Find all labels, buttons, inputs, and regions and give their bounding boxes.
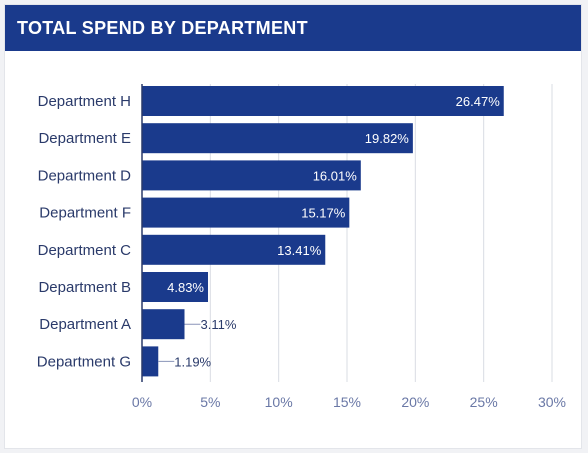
x-tick-label: 30%	[538, 394, 566, 410]
x-tick-label: 20%	[401, 394, 429, 410]
category-label: Department H	[38, 93, 131, 110]
data-label: 15.17%	[301, 206, 346, 221]
category-label: Department C	[38, 242, 132, 259]
bar	[142, 309, 185, 340]
data-label: 4.83%	[167, 280, 204, 295]
bar	[142, 234, 326, 265]
data-label: 19.82%	[365, 131, 410, 146]
x-tick-label: 0%	[132, 394, 152, 410]
data-label: 13.41%	[277, 243, 322, 258]
x-tick-label: 5%	[200, 394, 220, 410]
category-label: Department F	[39, 205, 131, 222]
bar	[142, 346, 159, 377]
x-tick-label: 10%	[265, 394, 293, 410]
category-label: Department G	[37, 353, 131, 370]
data-label: 1.19%	[174, 354, 211, 369]
category-label: Department D	[38, 167, 132, 184]
category-label: Department B	[38, 279, 131, 296]
bar	[142, 86, 504, 116]
data-label: 16.01%	[313, 168, 358, 183]
x-tick-label: 15%	[333, 394, 361, 410]
data-label: 3.11%	[201, 317, 237, 332]
category-label: Department A	[39, 316, 131, 333]
chart-card: TOTAL SPEND BY DEPARTMENT	[4, 4, 582, 449]
category-label: Department E	[38, 130, 131, 147]
bar	[142, 272, 209, 302]
chart-header: TOTAL SPEND BY DEPARTMENT	[5, 5, 581, 51]
data-label: 26.47%	[456, 94, 501, 109]
x-tick-label: 25%	[470, 394, 498, 410]
bar	[142, 160, 361, 191]
bar	[142, 197, 350, 228]
chart-title: TOTAL SPEND BY DEPARTMENT	[17, 18, 308, 38]
bar	[142, 123, 413, 154]
